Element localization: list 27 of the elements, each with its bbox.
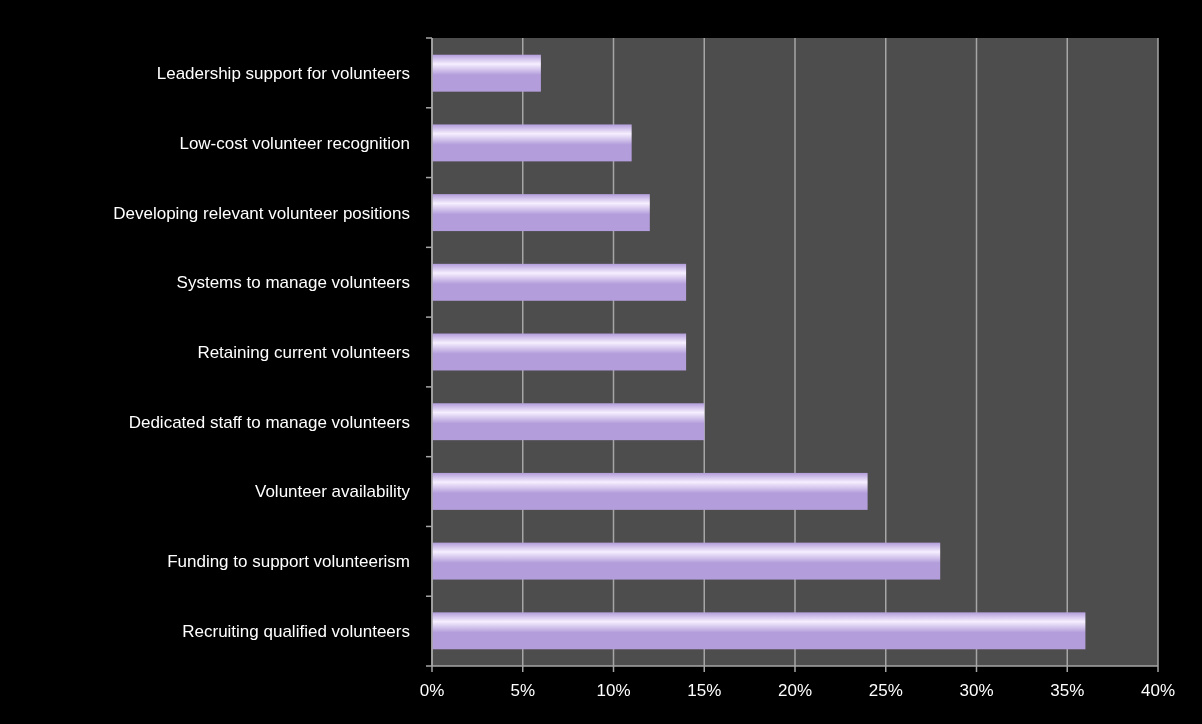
x-tick-label: 25% xyxy=(868,681,903,700)
bar xyxy=(432,612,1086,650)
x-tick-label: 35% xyxy=(1050,681,1085,700)
x-tick-label: 10% xyxy=(596,681,631,700)
y-tick-label: Developing relevant volunteer positions xyxy=(113,203,410,223)
bar xyxy=(432,403,705,441)
bar xyxy=(432,542,941,580)
y-tick-label: Leadership support for volunteers xyxy=(156,64,410,84)
y-tick-label: Low-cost volunteer recognition xyxy=(179,133,410,153)
bar xyxy=(432,54,541,92)
y-tick-label: Volunteer availability xyxy=(255,482,411,502)
x-tick-label: 5% xyxy=(510,681,536,700)
y-tick-label: Funding to support volunteerism xyxy=(167,552,410,572)
bar xyxy=(432,124,632,162)
y-tick-label: Recruiting qualified volunteers xyxy=(182,621,410,641)
y-tick-label: Systems to manage volunteers xyxy=(176,273,410,293)
x-tick-label: 0% xyxy=(419,681,445,700)
bar xyxy=(432,194,650,232)
x-tick-label: 40% xyxy=(1140,681,1176,700)
bar xyxy=(432,333,687,371)
bar xyxy=(432,472,868,510)
y-tick-label: Retaining current volunteers xyxy=(197,342,410,362)
x-tick-label: 30% xyxy=(959,681,994,700)
x-tick-label: 20% xyxy=(777,681,813,700)
x-tick-label: 15% xyxy=(687,681,722,700)
bar xyxy=(432,263,687,301)
y-tick-label: Dedicated staff to manage volunteers xyxy=(128,412,410,432)
